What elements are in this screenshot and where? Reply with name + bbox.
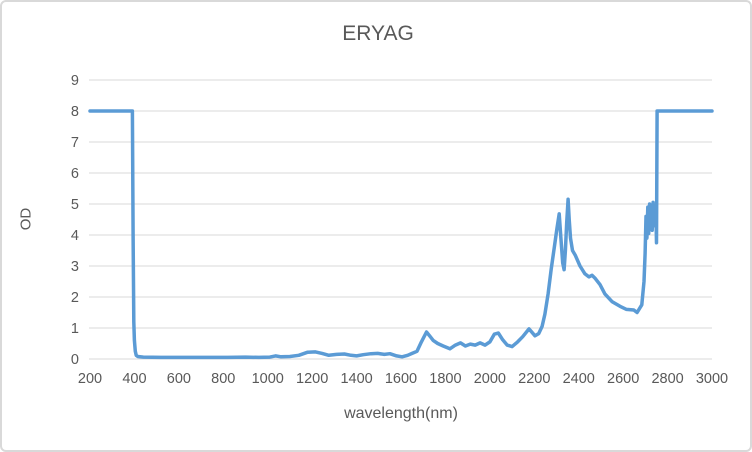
y-tick-label: 5 [71,197,79,213]
x-tick-label: 2400 [563,371,595,387]
x-tick-label: 800 [211,371,235,387]
y-tick-label: 1 [71,321,79,337]
x-tick-label: 200 [78,371,102,387]
x-tick-label: 1800 [429,371,461,387]
x-tick-label: 600 [167,371,191,387]
y-tick-label: 4 [71,228,79,244]
x-tick-label: 1400 [340,371,372,387]
x-tick-label: 3000 [696,371,728,387]
y-tick-label: 7 [71,135,79,151]
x-tick-label: 2800 [651,371,683,387]
x-tick-label: 400 [122,371,146,387]
x-tick-label: 2200 [518,371,550,387]
series-line [88,109,714,360]
x-axis-title: wavelength(nm) [344,405,458,422]
chart-title: ERYAG [342,22,414,45]
x-tick-label: 1600 [385,371,417,387]
y-tick-label: 8 [71,104,79,120]
y-tick-label: 3 [71,259,79,275]
y-tick-label: 0 [71,352,79,368]
x-tick-label: 2600 [607,371,639,387]
y-tick-label: 9 [71,73,79,89]
x-tick-label: 2000 [474,371,506,387]
x-tick-label: 1000 [252,371,284,387]
y-tick-label: 6 [71,166,79,182]
x-tick-label: 1200 [296,371,328,387]
y-tick-label: 2 [71,290,79,306]
